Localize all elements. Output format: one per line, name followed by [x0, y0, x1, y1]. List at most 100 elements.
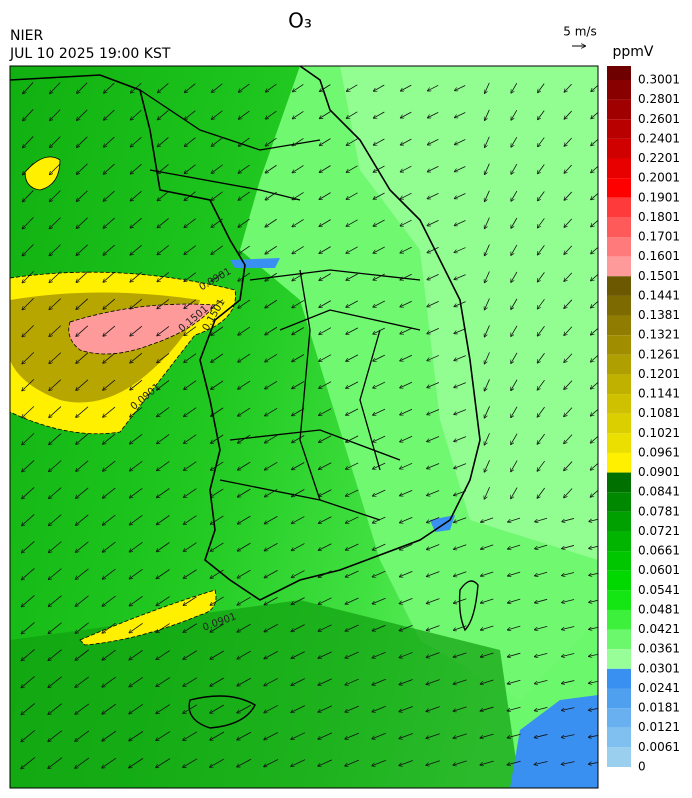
wind-arrow	[157, 515, 170, 524]
wind-arrow	[291, 597, 305, 605]
wind-arrow	[454, 382, 466, 388]
wind-arrow	[319, 570, 332, 577]
wind-arrow	[319, 192, 331, 200]
wind-arrow	[346, 327, 359, 334]
wind-arrow	[400, 435, 413, 441]
wind-arrow	[454, 463, 467, 469]
wind-arrow	[399, 652, 413, 657]
wind-arrows	[21, 82, 598, 768]
wind-arrow	[130, 352, 143, 363]
agency: NIER	[10, 28, 43, 44]
wind-arrow	[454, 274, 466, 280]
colorbar-band	[607, 158, 631, 179]
tsushima	[458, 580, 479, 632]
wind-arrow	[76, 568, 89, 579]
wind-arrow	[184, 191, 196, 201]
wind-arrow	[373, 273, 385, 280]
wind-arrow	[484, 379, 490, 390]
map: 0.0901 0.1501 0.0901 0.1501 0.0901	[10, 66, 598, 788]
wind-arrow	[291, 651, 305, 659]
wind-arrow	[210, 569, 224, 578]
colorbar-label: 0.0541	[638, 583, 680, 597]
wind-arrow	[589, 519, 598, 522]
wind-arrow	[401, 111, 412, 118]
wind-arrow	[23, 163, 34, 174]
wind-arrow	[508, 706, 521, 711]
wind-arrow	[485, 325, 490, 336]
wind-arrow	[372, 759, 387, 765]
wind-arrow	[238, 407, 251, 416]
colorbar-label: 0.1801	[638, 210, 680, 224]
wind-arrow	[427, 355, 439, 360]
colorbar-label: 0.0301	[638, 661, 680, 675]
wind-arrow	[22, 406, 35, 417]
wind-arrow	[50, 82, 61, 94]
wind-arrow	[102, 730, 117, 741]
wind-arrow	[239, 137, 250, 146]
wind-arrow	[562, 599, 575, 602]
wind-arrow	[238, 245, 250, 254]
wind-arrow	[103, 325, 116, 336]
wind-arrow	[210, 758, 225, 767]
wind-arrow	[103, 487, 116, 498]
colorbar-band	[607, 374, 631, 395]
wind-arrow	[564, 434, 573, 444]
wind-arrow	[511, 271, 518, 282]
wind-arrow	[319, 489, 332, 497]
wind-arrow	[23, 82, 34, 93]
wind-arrow	[480, 760, 494, 765]
wind-arrow	[320, 138, 331, 146]
wind-arrow	[49, 244, 61, 256]
wind-arrow	[292, 246, 304, 253]
wind-arrow	[103, 433, 116, 444]
wind-arrow	[184, 434, 197, 444]
colorbar-label: 0.0961	[638, 445, 680, 459]
wind-arrow	[49, 298, 61, 310]
wind-arrow	[76, 433, 89, 444]
wind-arrow	[264, 597, 278, 604]
wind-arrow	[511, 109, 518, 120]
wind-arrow	[48, 730, 63, 742]
wind-arrow	[130, 514, 143, 524]
wind-arrow	[156, 677, 171, 687]
wind-arrow	[183, 650, 197, 659]
wind-arrow	[292, 489, 305, 497]
wind-arrow	[158, 110, 169, 119]
colorbar-label: 0.0421	[638, 622, 680, 636]
wind-arrow	[455, 166, 466, 172]
wind-arrow	[399, 625, 413, 630]
wind-arrow	[184, 299, 197, 309]
wind-arrow	[589, 708, 598, 710]
wind-arrow	[265, 326, 278, 334]
wind-arrow	[129, 622, 143, 632]
wind-arrow	[564, 137, 572, 146]
wind-arrow	[211, 515, 224, 524]
colorbar-band	[607, 354, 631, 375]
wind-arrow	[291, 678, 305, 686]
wind-arrow	[48, 676, 62, 688]
wind-arrow	[319, 273, 331, 281]
wind-arrow	[400, 354, 413, 360]
wind-arrow	[399, 733, 413, 739]
wind-arrow	[454, 355, 466, 361]
wind-arrow	[265, 191, 277, 200]
wind-arrow	[265, 434, 278, 442]
wind-arrow	[129, 731, 144, 740]
wind-arrow	[374, 111, 385, 118]
wind-arrow	[21, 730, 36, 741]
wind-arrow	[130, 460, 143, 470]
wind-arrow	[319, 543, 332, 550]
wind-arrow	[535, 707, 548, 710]
wind-arrow	[400, 571, 413, 576]
wind-arrow	[373, 381, 386, 388]
wind-arrow	[319, 327, 332, 335]
wind-arrow	[454, 247, 466, 253]
wind-arrow	[318, 651, 332, 658]
wind-arrow	[75, 730, 90, 741]
wind-arrow	[210, 731, 225, 740]
wind-arrow	[48, 703, 63, 715]
wind-arrow	[319, 381, 332, 389]
wind-arrow	[130, 244, 142, 255]
wind-arrow	[158, 83, 169, 92]
colorbar-label: 0.1601	[638, 249, 680, 263]
